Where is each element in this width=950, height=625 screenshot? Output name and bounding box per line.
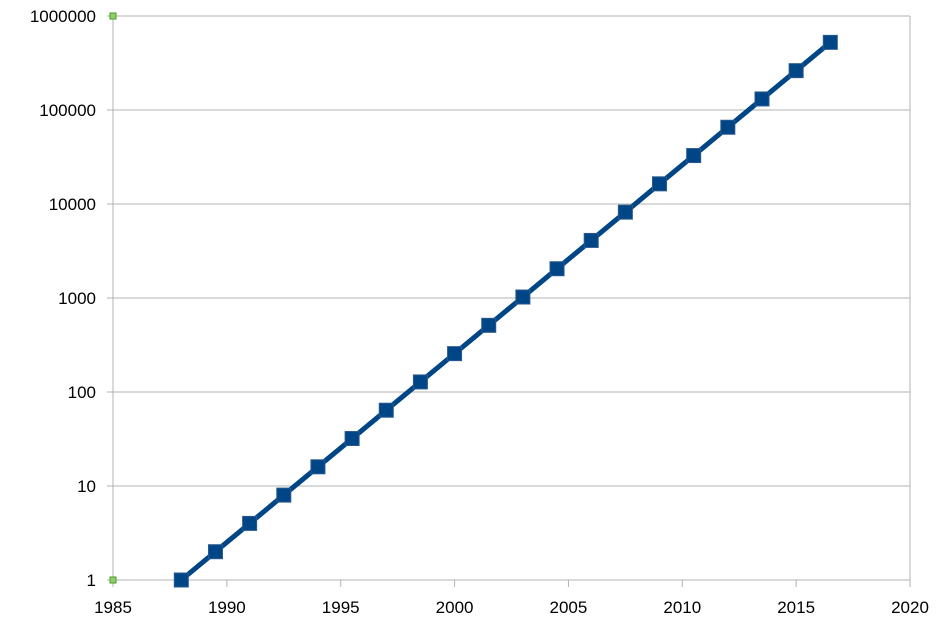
data-point xyxy=(378,402,394,418)
grid xyxy=(113,15,910,487)
data-point xyxy=(344,431,360,447)
data-point xyxy=(686,148,702,164)
data-point xyxy=(310,459,326,475)
data-point xyxy=(549,261,565,277)
x-axis-ticks: 1985 1990 1995 2000 2005 2010 2015 2020 xyxy=(94,598,929,617)
x-tick-label: 2000 xyxy=(436,598,474,617)
data-point xyxy=(481,317,497,333)
data-point xyxy=(583,232,599,248)
data-point xyxy=(242,515,258,531)
y-tick-label: 1000000 xyxy=(30,7,96,26)
data-point xyxy=(173,572,189,588)
x-tick-label: 2015 xyxy=(777,598,815,617)
data-point xyxy=(754,91,770,107)
data-point xyxy=(652,176,668,192)
series-group xyxy=(173,34,838,588)
x-tick-label: 1995 xyxy=(322,598,360,617)
x-tick-label: 2010 xyxy=(663,598,701,617)
data-point xyxy=(822,34,838,50)
axis-handle xyxy=(109,576,117,584)
x-tick-label: 2020 xyxy=(891,598,929,617)
data-point xyxy=(412,374,428,390)
x-tick-label: 1985 xyxy=(94,598,132,617)
data-point xyxy=(515,289,531,305)
y-tick-label: 100000 xyxy=(39,101,96,120)
axes xyxy=(107,12,911,587)
data-point xyxy=(788,63,804,79)
y-tick-label: 100 xyxy=(68,383,96,402)
y-tick-label: 10000 xyxy=(49,195,96,214)
axis-handle xyxy=(109,12,117,20)
x-tick-label: 2005 xyxy=(550,598,588,617)
y-tick-label: 10 xyxy=(77,477,96,496)
data-point xyxy=(207,544,223,560)
y-tick-label: 1 xyxy=(87,571,96,590)
data-point xyxy=(617,204,633,220)
x-tick-label: 1990 xyxy=(208,598,246,617)
data-point xyxy=(720,119,736,135)
y-axis-ticks: 1 10 100 1000 10000 100000 1000000 xyxy=(30,7,96,590)
y-tick-label: 1000 xyxy=(58,289,96,308)
data-point xyxy=(276,487,292,503)
data-point xyxy=(447,346,463,362)
